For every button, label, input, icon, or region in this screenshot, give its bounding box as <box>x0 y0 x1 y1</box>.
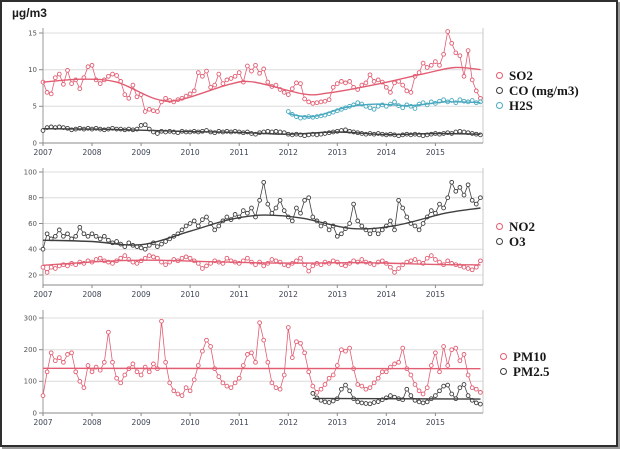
series-no2 <box>40 253 483 275</box>
x-tick-label: 2007 <box>33 290 52 299</box>
x-tick-label: 2014 <box>377 290 396 299</box>
x-tick-label: 2015 <box>426 148 445 157</box>
legend-item-pm25: PM2.5 <box>500 364 549 379</box>
x-tick-label: 2012 <box>279 290 298 299</box>
h2s-legend-label: H2S <box>509 98 533 113</box>
o3-legend-label: O3 <box>509 234 526 249</box>
panel-pm10-pm25: 0 100 200 300 2007 2008 2009 2010 2011 2012 2013 20… <box>24 310 484 427</box>
pm10-legend-marker-icon <box>500 353 507 360</box>
trend-line <box>288 101 481 118</box>
x-tick-label: 2012 <box>279 418 298 427</box>
x-tick-label: 2015 <box>426 418 445 427</box>
legend-item-co: CO (mg/m3) <box>496 83 579 98</box>
pm25-legend-label: PM2.5 <box>513 364 550 379</box>
series-o3 <box>40 179 483 252</box>
x-tick-label: 2008 <box>82 148 101 157</box>
y-tick-label: 60 <box>28 220 37 228</box>
panel-so2-co-h2s: 0 5 10 15 2007 2008 2009 2010 2011 2012 2013 2014 20… <box>28 28 484 157</box>
legend-item-o3: O3 <box>496 234 535 249</box>
x-tick-label: 2010 <box>181 148 200 157</box>
y-tick-label: 15 <box>28 29 37 37</box>
x-tick-label: 2009 <box>132 290 151 299</box>
series-so2 <box>40 29 483 114</box>
so2-legend-label: SO2 <box>509 68 533 83</box>
x-tick-label: 2008 <box>82 418 101 427</box>
legend-pm: PM10 PM2.5 <box>500 349 549 379</box>
series-pm10 <box>40 318 483 398</box>
x-tick-label: 2014 <box>377 418 396 427</box>
so2-legend-marker-icon <box>496 72 503 79</box>
series-co-mg-m3- <box>40 122 483 139</box>
trend-line <box>312 397 481 400</box>
y-axis-unit-label: µg/m3 <box>12 6 47 20</box>
x-tick-label: 2015 <box>426 290 445 299</box>
x-tick-label: 2009 <box>132 418 151 427</box>
co-legend-marker-icon <box>496 87 503 94</box>
y-tick-label: 80 <box>28 194 37 202</box>
y-tick-label: 10 <box>28 66 37 74</box>
no2-legend-label: NO2 <box>509 219 535 234</box>
x-tick-label: 2007 <box>33 148 52 157</box>
h2s-legend-marker-icon <box>496 102 503 109</box>
y-tick-label: 20 <box>28 271 37 279</box>
x-tick-label: 2013 <box>328 148 347 157</box>
x-tick-label: 2013 <box>328 290 347 299</box>
x-tick-label: 2012 <box>279 148 298 157</box>
series-pm2-5 <box>310 382 483 407</box>
co-legend-label: CO (mg/m3) <box>509 83 579 98</box>
legend-item-so2: SO2 <box>496 68 579 83</box>
x-tick-label: 2010 <box>181 418 200 427</box>
legend-item-pm10: PM10 <box>500 349 549 364</box>
pm25-legend-marker-icon <box>500 368 507 375</box>
x-tick-label: 2008 <box>82 290 101 299</box>
no2-legend-marker-icon <box>496 223 503 230</box>
y-tick-label: 0 <box>33 409 37 417</box>
trend-line <box>42 259 481 266</box>
x-tick-label: 2010 <box>181 290 200 299</box>
x-tick-label: 2011 <box>230 148 249 157</box>
x-tick-label: 2009 <box>132 148 151 157</box>
trend-line <box>42 66 481 103</box>
y-tick-label: 100 <box>24 378 37 386</box>
x-tick-label: 2013 <box>328 418 347 427</box>
legend-item-h2s: H2S <box>496 98 579 113</box>
x-tick-label: 2011 <box>230 290 249 299</box>
y-tick-label: 300 <box>24 314 37 322</box>
x-tick-label: 2014 <box>377 148 396 157</box>
x-tick-label: 2007 <box>33 418 52 427</box>
legend-no2-o3: NO2 O3 <box>496 219 535 249</box>
x-tick-label: 2011 <box>230 418 249 427</box>
legend-item-no2: NO2 <box>496 219 535 234</box>
y-tick-label: 5 <box>33 103 37 111</box>
panel-no2-o3: 20 40 60 80 100 2007 2008 2009 2010 2011 2012 2013 2… <box>24 168 484 299</box>
trend-line <box>42 128 481 136</box>
y-tick-label: 0 <box>33 139 37 147</box>
pm10-legend-label: PM10 <box>513 349 547 364</box>
y-tick-label: 100 <box>24 168 37 176</box>
legend-gases: SO2 CO (mg/m3) H2S <box>496 68 579 113</box>
o3-legend-marker-icon <box>496 238 503 245</box>
trend-line <box>42 207 481 246</box>
series-h2s <box>285 97 483 121</box>
y-tick-label: 40 <box>28 246 37 254</box>
y-tick-label: 200 <box>24 346 37 354</box>
